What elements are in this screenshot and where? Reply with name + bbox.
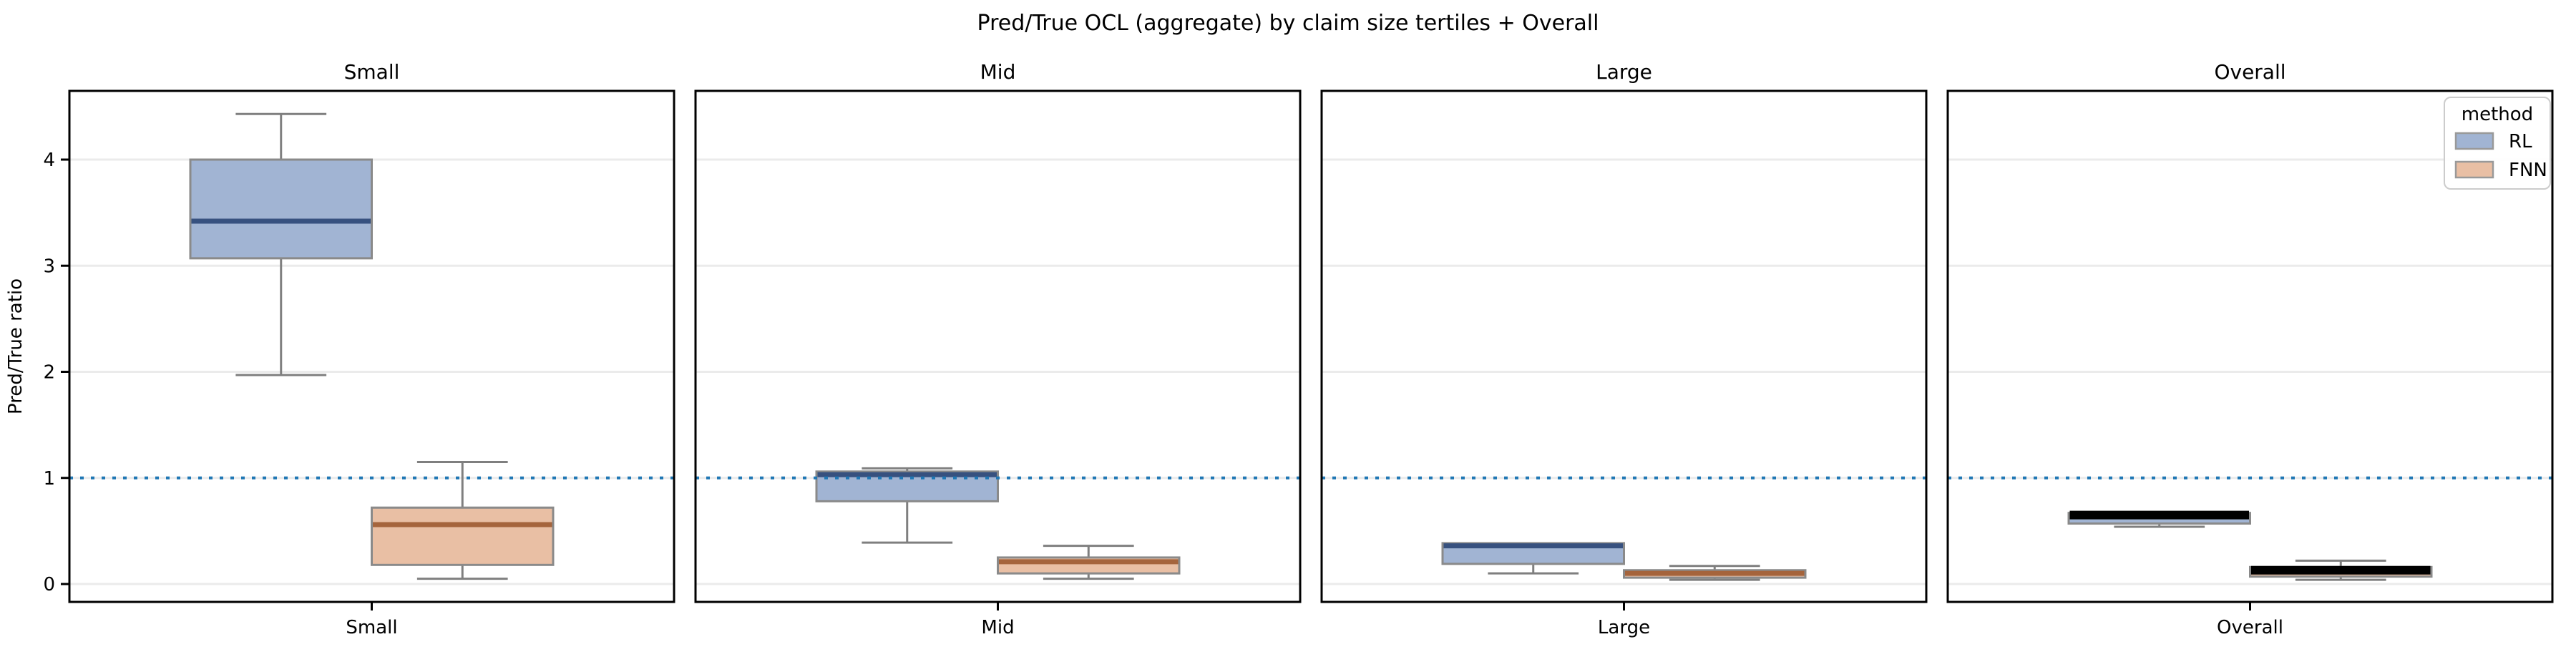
box-rl [189,112,373,376]
panel-overall: Overall Overall method RL FNN [1946,60,2554,638]
panel-mid: Mid Mid [694,60,1302,638]
y-tick-label: 0 [43,574,55,595]
box-fnn [2249,559,2433,581]
x-tick-label: Small [346,617,397,638]
panel-small: Small Small 0 1 2 3 4 [43,60,675,638]
x-tick-label: Mid [981,617,1014,638]
y-tick-label: 1 [43,468,55,490]
legend-swatch-fnn [2454,160,2494,179]
panel-title: Large [1596,60,1652,84]
panel-spines [694,89,1302,603]
panels-group: SmallSmall01234MidMidLargeLargeOverallOv… [43,60,2554,638]
legend-label-fnn: FNN [2509,160,2547,181]
panel-title: Mid [980,60,1016,84]
box-rl [815,467,999,544]
legend-swatch-rl [2454,132,2494,150]
y-tick-label: 2 [43,362,55,384]
panel-title: Overall [2214,60,2285,84]
box-fnn [371,461,555,580]
panel-large: Large Large [1320,60,1928,638]
legend-label-rl: RL [2509,131,2532,152]
box-fnn [997,545,1181,580]
box-fnn [1623,565,1807,581]
figure-title: Pred/True OCL (aggregate) by claim size … [977,11,1599,36]
panel-title: Small [344,60,400,84]
legend-title: method [2462,104,2533,125]
x-tick-label: Large [1598,617,1650,638]
panel-spines [1320,89,1928,603]
iqr-box [189,158,373,260]
y-axis-label: Pred/True ratio [5,278,26,414]
iqr-box [371,506,555,566]
box-rl [2067,510,2251,528]
x-tick-label: Overall [2217,617,2283,638]
box-rl [1441,542,1625,575]
y-tick-label: 4 [43,150,55,171]
y-tick-label: 3 [43,256,55,277]
legend: method RL FNN [2444,97,2551,190]
